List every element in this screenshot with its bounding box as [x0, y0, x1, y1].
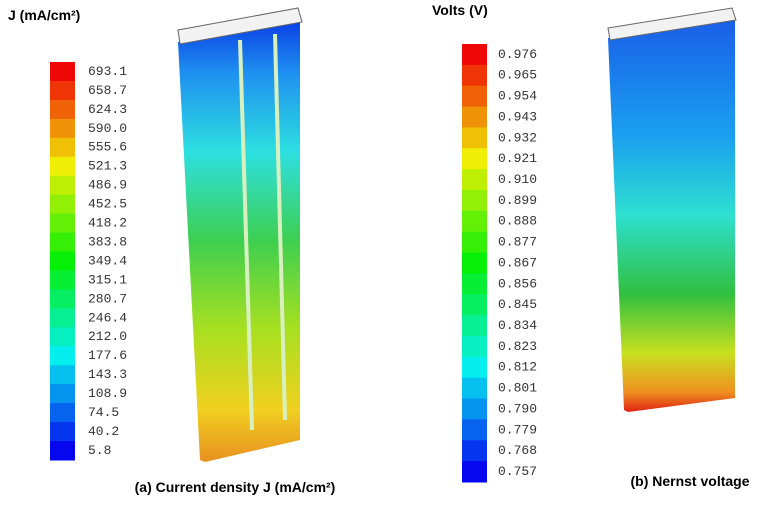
legend-label: 0.910: [498, 172, 537, 187]
color-block: [50, 308, 75, 327]
legend-label: 0.943: [498, 109, 537, 124]
legend-label: 0.954: [498, 89, 537, 104]
legend-label: 0.801: [498, 381, 537, 396]
color-block: [462, 148, 487, 169]
color-block: [462, 440, 487, 461]
color-block: [50, 422, 75, 441]
legend-label: 246.4: [88, 310, 127, 325]
legend-label: 555.6: [88, 140, 127, 155]
legend-label: 658.7: [88, 83, 127, 98]
legend-label: 0.790: [498, 401, 537, 416]
legend-label: 624.3: [88, 102, 127, 117]
color-block: [462, 273, 487, 294]
color-block: [50, 327, 75, 346]
color-block: [462, 294, 487, 315]
legend-label: 315.1: [88, 272, 127, 287]
cell-b: [608, 8, 736, 412]
color-block: [50, 214, 75, 233]
color-block: [50, 346, 75, 365]
color-block: [462, 169, 487, 190]
color-block: [50, 138, 75, 157]
legend-label: 418.2: [88, 216, 127, 231]
legend-label: 0.932: [498, 130, 537, 145]
legend-label: 143.3: [88, 367, 127, 382]
color-block: [462, 107, 487, 128]
caption: (a) Current density J (mA/cm²): [135, 479, 336, 495]
legend-label: 40.2: [88, 424, 119, 439]
color-block: [50, 119, 75, 138]
color-block: [50, 176, 75, 195]
figure: J (mA/cm²) 693.1 658.7 624.3 590.0 555.6 521.3…: [0, 0, 774, 506]
legend-label: 0.877: [498, 235, 537, 250]
color-block: [50, 384, 75, 403]
color-block: [462, 419, 487, 440]
color-block: [462, 357, 487, 378]
color-block: [462, 65, 487, 86]
legend-label: 212.0: [88, 329, 127, 344]
legend-title: J (mA/cm²): [8, 7, 80, 23]
color-block: [462, 232, 487, 253]
legend-label: 0.779: [498, 422, 537, 437]
legend-label: 0.768: [498, 443, 537, 458]
color-block: [50, 270, 75, 289]
legend-label: 452.5: [88, 197, 127, 212]
color-block: [462, 44, 487, 65]
legend-label: 74.5: [88, 405, 119, 420]
color-block: [462, 253, 487, 274]
legend-label: 5.8: [88, 443, 111, 458]
color-block: [50, 81, 75, 100]
color-block: [462, 190, 487, 211]
legend-label: 0.823: [498, 339, 537, 354]
color-block: [50, 62, 75, 81]
legend-label: 349.4: [88, 253, 127, 268]
legend-label: 0.856: [498, 276, 537, 291]
color-block: [50, 252, 75, 271]
cell-a: [178, 8, 302, 462]
color-block: [462, 86, 487, 107]
legend-label: 0.867: [498, 255, 537, 270]
legend-label: 108.9: [88, 386, 127, 401]
color-block: [50, 289, 75, 308]
color-block: [462, 378, 487, 399]
legend-label: 0.845: [498, 297, 537, 312]
legend-label: 0.921: [498, 151, 537, 166]
legend-label: 0.965: [498, 68, 537, 83]
color-block: [50, 157, 75, 176]
legend-label: 693.1: [88, 64, 127, 79]
color-block: [50, 195, 75, 214]
legend-title: Volts (V): [432, 2, 488, 18]
color-block: [50, 233, 75, 252]
legend-label: 0.812: [498, 360, 537, 375]
color-block: [462, 127, 487, 148]
legend-label: 0.976: [498, 47, 537, 62]
color-block: [462, 315, 487, 336]
color-block: [50, 403, 75, 422]
legend-label: 521.3: [88, 159, 127, 174]
legend-label: 280.7: [88, 291, 127, 306]
legend-label: 486.9: [88, 178, 127, 193]
legend-label: 0.888: [498, 214, 537, 229]
legend-label: 0.834: [498, 318, 537, 333]
color-block: [462, 461, 487, 482]
color-block: [50, 365, 75, 384]
legend-label: 590.0: [88, 121, 127, 136]
color-block: [462, 336, 487, 357]
color-block: [462, 399, 487, 420]
legend-label: 0.899: [498, 193, 537, 208]
legend-label: 177.6: [88, 348, 127, 363]
legend-label: 383.8: [88, 234, 127, 249]
legend-label: 0.757: [498, 464, 537, 479]
caption: (b) Nernst voltage: [630, 473, 749, 489]
color-block: [462, 211, 487, 232]
color-block: [50, 441, 75, 460]
color-block: [50, 100, 75, 119]
